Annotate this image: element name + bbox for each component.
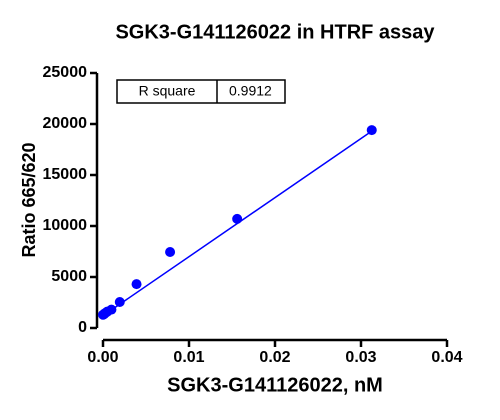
chart-title: SGK3-G141126022 in HTRF assay [115, 21, 435, 43]
x-tick-label: 0.02 [259, 349, 290, 366]
x-tick-label: 0.03 [345, 349, 376, 366]
data-point [165, 247, 176, 258]
x-tick-label: 0.00 [87, 349, 118, 366]
data-point [366, 125, 377, 136]
y-tick-label: 15000 [43, 166, 88, 183]
data-point [114, 296, 125, 307]
data-point [106, 304, 117, 315]
y-tick-label: 25000 [43, 64, 88, 81]
data-point [232, 213, 243, 224]
y-tick-label: 10000 [43, 217, 88, 234]
table-header: R square [139, 83, 196, 99]
r-square-table [116, 79, 286, 104]
y-tick-label: 0 [78, 319, 87, 336]
x-axis-label: SGK3-G141126022, nM [167, 374, 383, 396]
table-value: 0.9912 [229, 83, 272, 99]
x-tick-label: 0.04 [431, 349, 462, 366]
data-point [131, 279, 142, 290]
y-tick-label: 20000 [43, 115, 88, 132]
y-tick-label: 5000 [51, 268, 87, 285]
y-axis-label: Ratio 665/620 [19, 142, 39, 257]
x-tick-label: 0.01 [173, 349, 204, 366]
